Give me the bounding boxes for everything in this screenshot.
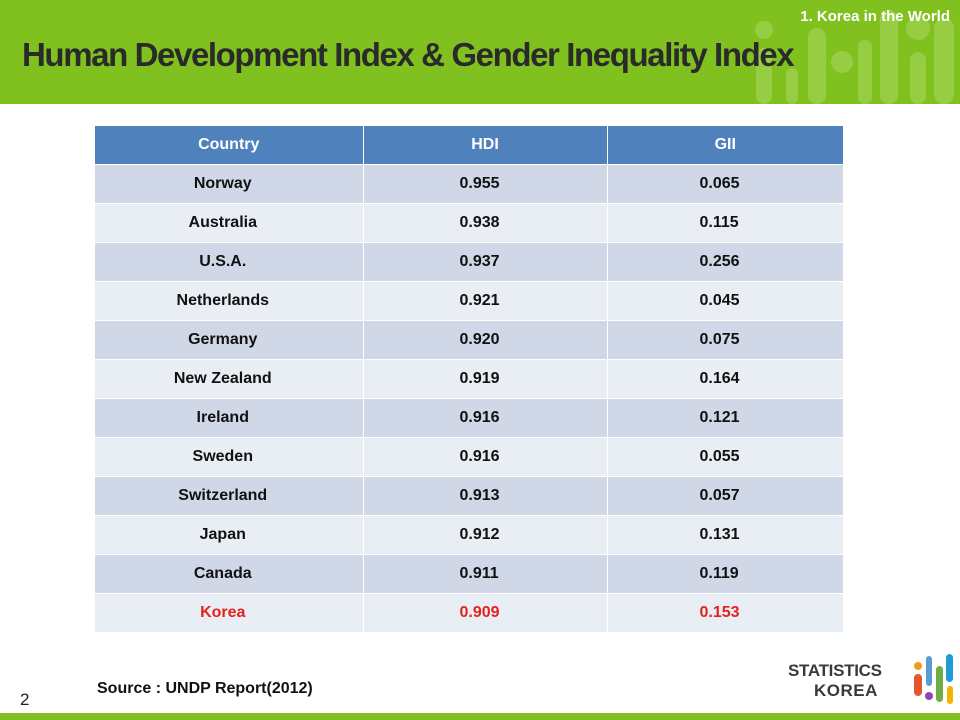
cell-hdi: 0.938 — [362, 203, 607, 243]
section-label: 1. Korea in the World — [800, 8, 950, 25]
table-row: Australia 0.938 0.115 — [95, 203, 843, 243]
logo-text-line1: STATISTICS — [788, 661, 882, 680]
table-row: Japan 0.912 0.131 — [95, 515, 843, 555]
hdi-gii-table: Country HDI GII Norway 0.955 0.065 Australi… — [95, 126, 843, 632]
cell-hdi: 0.920 — [362, 320, 607, 360]
cell-gii: 0.057 — [606, 476, 843, 516]
cell-hdi: 0.912 — [362, 515, 607, 555]
source-note: Source : UNDP Report(2012) — [97, 680, 313, 697]
cell-hdi: 0.913 — [362, 476, 607, 516]
table-row: Germany 0.920 0.075 — [95, 320, 843, 360]
cell-hdi: 0.937 — [362, 242, 607, 282]
cell-country: New Zealand — [95, 359, 363, 399]
cell-gii: 0.131 — [606, 515, 843, 555]
cell-country: Norway — [95, 164, 363, 204]
cell-hdi: 0.911 — [362, 554, 607, 594]
cell-gii: 0.119 — [606, 554, 843, 594]
cell-country: Korea — [95, 593, 363, 632]
table-row: Switzerland 0.913 0.057 — [95, 476, 843, 516]
cell-country: Switzerland — [95, 476, 363, 516]
cell-gii: 0.256 — [606, 242, 843, 282]
cell-hdi: 0.916 — [362, 398, 607, 438]
cell-country: Australia — [95, 203, 363, 243]
table-header-row: Country HDI GII — [95, 126, 843, 165]
cell-hdi: 0.955 — [362, 164, 607, 204]
cell-gii: 0.164 — [606, 359, 843, 399]
cell-gii: 0.065 — [606, 164, 843, 204]
page-title: Human Development Index & Gender Inequal… — [22, 36, 795, 73]
table-row: New Zealand 0.919 0.164 — [95, 359, 843, 399]
cell-gii: 0.055 — [606, 437, 843, 477]
table-row: Ireland 0.916 0.121 — [95, 398, 843, 438]
statistics-korea-logo-icon — [914, 654, 953, 704]
cell-gii: 0.121 — [606, 398, 843, 438]
cell-country: Japan — [95, 515, 363, 555]
cell-country: Ireland — [95, 398, 363, 438]
cell-hdi: 0.921 — [362, 281, 607, 321]
header-banner: 1. Korea in the World Human Development … — [0, 0, 960, 104]
table-row: Norway 0.955 0.065 — [95, 164, 843, 204]
statistics-korea-logo: STATISTICS KOREA — [788, 652, 958, 712]
cell-country: U.S.A. — [95, 242, 363, 282]
cell-country: Sweden — [95, 437, 363, 477]
cell-gii: 0.115 — [606, 203, 843, 243]
table-row: Korea 0.909 0.153 — [95, 593, 843, 632]
logo-text-line2: KOREA — [814, 681, 878, 700]
column-header-country: Country — [95, 126, 363, 165]
header-decoration-icon — [755, 10, 954, 104]
table-row: Netherlands 0.921 0.045 — [95, 281, 843, 321]
footer-bar — [0, 713, 960, 720]
column-header-hdi: HDI — [362, 126, 607, 165]
table-row: U.S.A. 0.937 0.256 — [95, 242, 843, 282]
cell-gii: 0.153 — [606, 593, 843, 632]
cell-hdi: 0.916 — [362, 437, 607, 477]
cell-hdi: 0.919 — [362, 359, 607, 399]
cell-country: Canada — [95, 554, 363, 594]
cell-country: Netherlands — [95, 281, 363, 321]
table-row: Sweden 0.916 0.055 — [95, 437, 843, 477]
table-row: Canada 0.911 0.119 — [95, 554, 843, 594]
cell-gii: 0.045 — [606, 281, 843, 321]
table-body: Norway 0.955 0.065 Australia 0.938 0.115 U.S.A… — [95, 164, 843, 632]
cell-hdi: 0.909 — [362, 593, 607, 632]
page-number: 2 — [20, 690, 30, 709]
column-header-gii: GII — [606, 126, 843, 165]
cell-gii: 0.075 — [606, 320, 843, 360]
cell-country: Germany — [95, 320, 363, 360]
